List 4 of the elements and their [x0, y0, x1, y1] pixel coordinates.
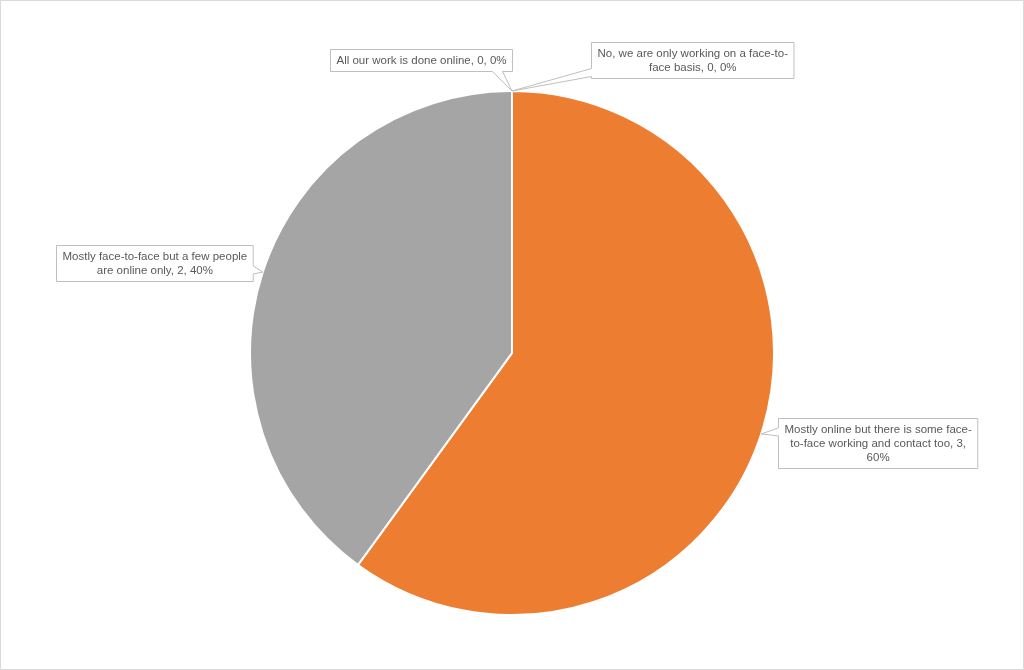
slice-label: Mostly online but there is some face-to-face working and contact too, 3, 60% — [784, 422, 972, 463]
category-label: No, we are only working on a face-to-face basis, 0, 0% — [597, 46, 788, 73]
category-label: All our work is done online, 0, 0% — [336, 53, 507, 66]
slice-label: Mostly face-to-face but a few people are online only, 2, 40% — [62, 249, 248, 276]
